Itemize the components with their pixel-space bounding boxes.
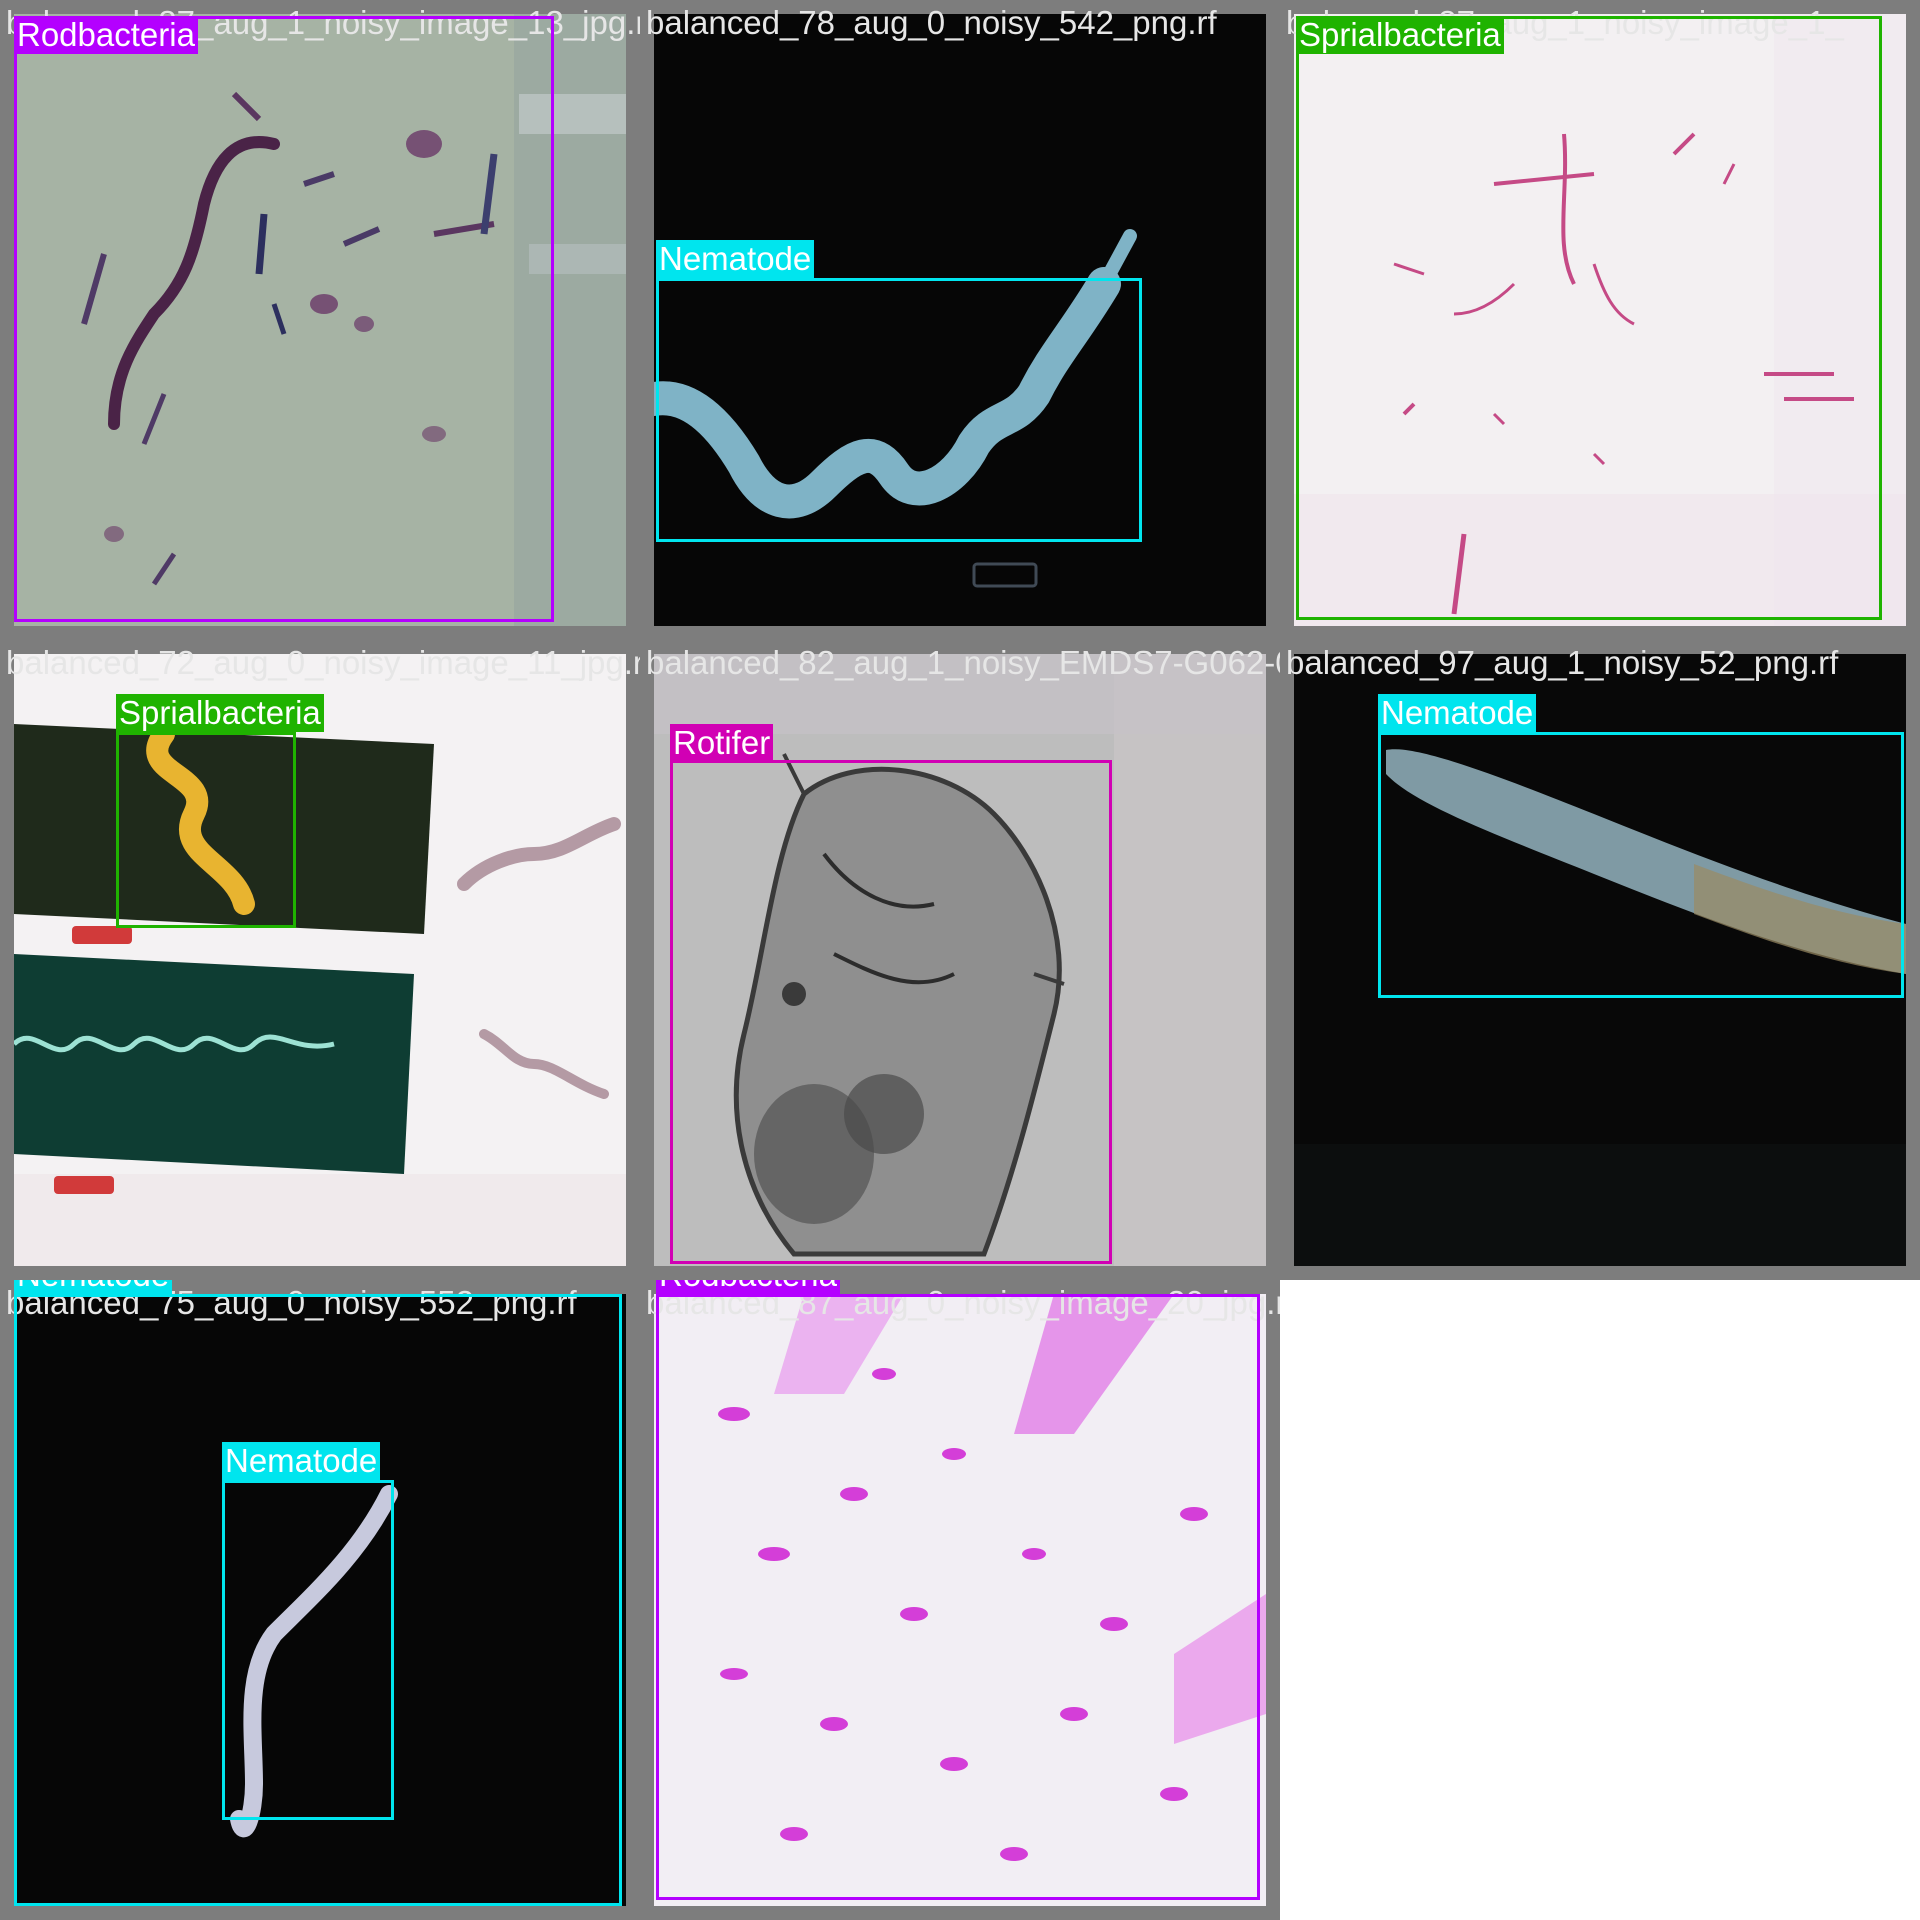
detection-box-nematode: [656, 278, 1142, 542]
detection-label-nematode-outer: Nematode: [14, 1280, 173, 1294]
tile-filename: balanced_72_aug_0_noisy_image_11_jpg.rf.: [6, 644, 640, 681]
tile-filename: balanced_97_aug_1_noisy_52_png.rf: [1286, 644, 1839, 681]
detection-box-rotifer: [670, 760, 1112, 1264]
mosaic-tile-3: balanced_87_aug_1_noisy_image_1_ Sprialb…: [1280, 0, 1920, 640]
detection-box-rodbacteria: [14, 16, 554, 622]
detection-box-rodbacteria: [656, 1294, 1260, 1900]
tile-filename: balanced_78_aug_0_noisy_542_png.rf: [646, 4, 1217, 41]
detection-label-rotifer: Rotifer: [670, 724, 774, 762]
detection-label-rodbacteria: Rodbacteria: [656, 1280, 840, 1294]
mosaic-tile-8: balanced_87_aug_0_noisy_image_20_jpg.rf.…: [640, 1280, 1280, 1920]
mosaic-tile-6: balanced_97_aug_1_noisy_52_png.rf Nemato…: [1280, 640, 1920, 1280]
micrograph-nematode-head: [1294, 654, 1906, 1266]
detection-box-sprialbacteria: [1296, 16, 1882, 620]
mosaic-tile-1: balanced_87_aug_1_noisy_image_13_jpg.rf.…: [0, 0, 640, 640]
mosaic-tile-5: balanced_82_aug_1_noisy_EMDS7-G062-038- …: [640, 640, 1280, 1280]
detection-label-sprialbacteria: Sprialbacteria: [1296, 16, 1504, 54]
micrograph-nematode-dark: [654, 14, 1266, 626]
detection-box-sprialbacteria: [116, 732, 296, 928]
detection-label-rodbacteria: Rodbacteria: [14, 16, 198, 54]
detection-label-nematode: Nematode: [1378, 694, 1537, 732]
detection-box-nematode-outer: [14, 1294, 622, 1906]
micrograph-rod-bacteria-purple: [14, 14, 626, 626]
mosaic-tile-2: balanced_78_aug_0_noisy_542_png.rf Nemat…: [640, 0, 1280, 640]
detection-label-sprialbacteria: Sprialbacteria: [116, 694, 324, 732]
detection-label-nematode: Nematode: [656, 240, 815, 278]
micrograph-rotifer: [654, 654, 1266, 1266]
detection-box-nematode-inner: [222, 1480, 394, 1820]
mosaic-tile-4: balanced_72_aug_0_noisy_image_11_jpg.rf.…: [0, 640, 640, 1280]
micrograph-nematode-small: [14, 1294, 626, 1906]
micrograph-rod-bacteria-magenta: [654, 1294, 1266, 1906]
detection-box-nematode: [1378, 732, 1904, 998]
figure-spiral-bacteria: [14, 654, 626, 1266]
mosaic-tile-7: balanced_75_aug_0_noisy_552_png.rf Nemat…: [0, 1280, 640, 1920]
detection-label-nematode-inner: Nematode: [222, 1442, 381, 1480]
micrograph-spiral-bacteria-pink: [1294, 14, 1906, 626]
tile-filename: balanced_82_aug_1_noisy_EMDS7-G062-038-: [646, 644, 1280, 681]
